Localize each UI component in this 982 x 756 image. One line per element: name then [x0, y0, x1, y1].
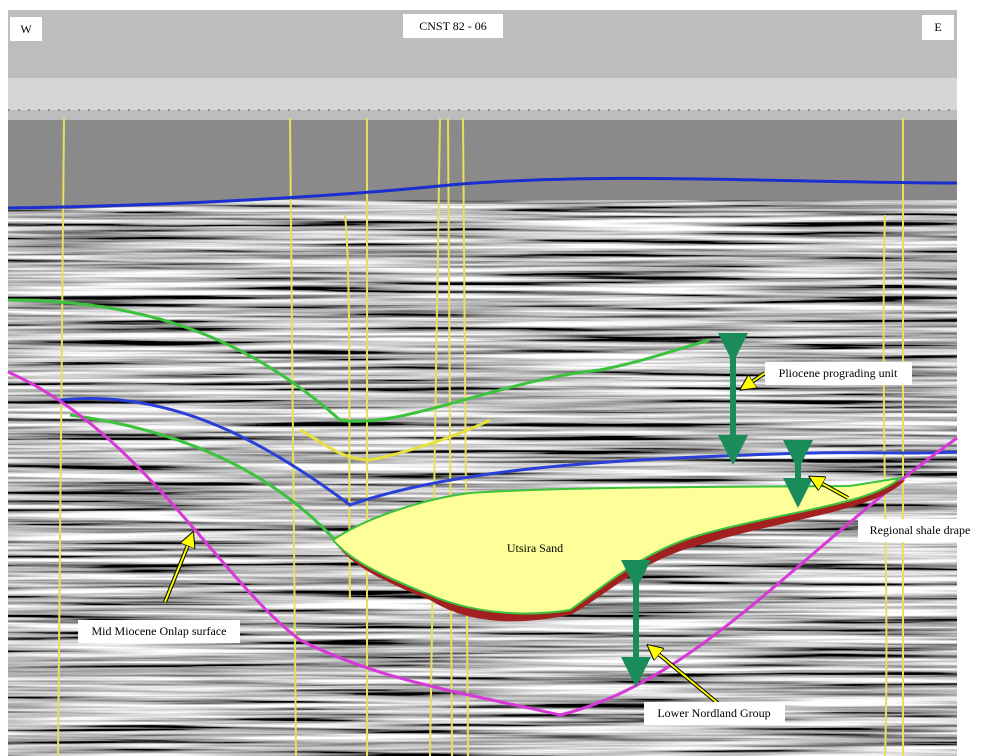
label-box	[10, 17, 42, 41]
label-box	[644, 702, 785, 725]
west-label: W	[20, 22, 32, 36]
wells	[57, 117, 904, 756]
label-box	[922, 15, 954, 40]
label-box	[78, 620, 240, 643]
label-box	[765, 362, 912, 385]
east-label: E	[934, 20, 941, 34]
annotation: Lower Nordland Group	[657, 706, 770, 720]
annotation: Mid Miocene Onlap surface	[92, 624, 227, 638]
sand-label: Utsira Sand	[507, 541, 563, 555]
annotation: Pliocene prograding unit	[779, 366, 898, 380]
pointer-arrows	[164, 372, 849, 706]
section-title: CNST 82 - 06	[419, 19, 486, 33]
utsira-sand	[331, 476, 904, 615]
shotpoint-scale	[8, 78, 957, 110]
label-box	[403, 14, 503, 38]
label-box	[858, 519, 982, 542]
horizons	[7, 176, 958, 717]
water-layer	[8, 120, 957, 210]
thickness-arrows	[621, 333, 813, 687]
annotation: Regional shale drape	[870, 523, 971, 537]
